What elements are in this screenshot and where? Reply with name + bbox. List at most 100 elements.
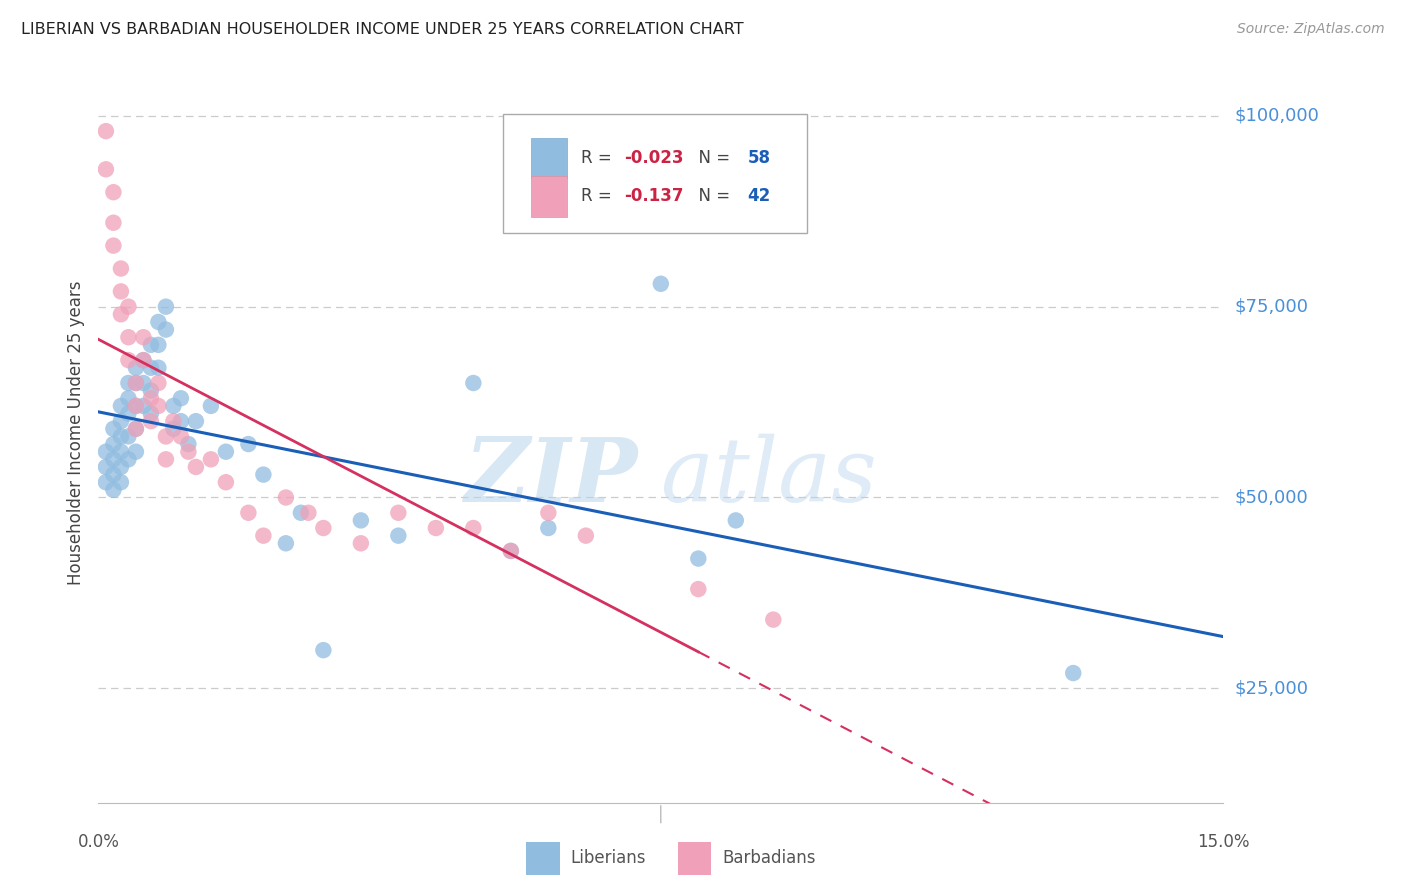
Point xyxy=(103,437,125,451)
Point xyxy=(537,506,560,520)
Point xyxy=(148,338,170,352)
Point xyxy=(297,506,319,520)
Point xyxy=(117,407,139,421)
Text: Barbadians: Barbadians xyxy=(723,849,817,867)
Point xyxy=(463,521,485,535)
Point xyxy=(125,399,148,413)
Point xyxy=(575,529,598,543)
Point xyxy=(215,475,238,490)
Point xyxy=(117,452,139,467)
Point xyxy=(103,216,125,230)
Point xyxy=(650,277,672,291)
Point xyxy=(387,506,409,520)
Point xyxy=(499,544,522,558)
Point xyxy=(139,391,162,405)
Point xyxy=(125,444,148,458)
Point xyxy=(125,376,148,390)
Point xyxy=(139,384,162,398)
Point xyxy=(132,399,155,413)
Point xyxy=(94,460,117,475)
Point xyxy=(110,460,132,475)
Point xyxy=(94,162,117,177)
Point xyxy=(117,353,139,368)
Point xyxy=(125,422,148,436)
Point xyxy=(350,513,373,527)
Point xyxy=(537,521,560,535)
Point xyxy=(184,414,207,428)
Point xyxy=(125,399,148,413)
FancyBboxPatch shape xyxy=(531,137,568,178)
Point xyxy=(132,330,155,344)
Point xyxy=(350,536,373,550)
Point xyxy=(312,643,335,657)
Point xyxy=(499,544,522,558)
FancyBboxPatch shape xyxy=(531,176,568,217)
Point xyxy=(170,391,193,405)
Point xyxy=(170,429,193,443)
FancyBboxPatch shape xyxy=(503,114,807,233)
Text: 58: 58 xyxy=(748,149,770,167)
Point xyxy=(125,422,148,436)
Point xyxy=(274,536,297,550)
Point xyxy=(155,322,177,336)
Point xyxy=(425,521,447,535)
Point xyxy=(162,399,184,413)
Point xyxy=(103,185,125,199)
Text: $25,000: $25,000 xyxy=(1234,680,1309,698)
FancyBboxPatch shape xyxy=(526,842,560,875)
Point xyxy=(177,444,200,458)
Point xyxy=(215,444,238,458)
Point xyxy=(177,437,200,451)
Point xyxy=(110,307,132,321)
Point xyxy=(103,238,125,252)
Point xyxy=(252,467,274,482)
Point xyxy=(274,491,297,505)
Point xyxy=(155,452,177,467)
Point xyxy=(110,399,132,413)
Text: $50,000: $50,000 xyxy=(1234,489,1308,507)
Point xyxy=(117,376,139,390)
Point xyxy=(110,475,132,490)
Point xyxy=(132,353,155,368)
Point xyxy=(103,467,125,482)
Point xyxy=(170,414,193,428)
Point xyxy=(184,460,207,475)
Point xyxy=(238,506,260,520)
Point xyxy=(252,529,274,543)
Point xyxy=(200,452,222,467)
Text: N =: N = xyxy=(688,149,735,167)
Point xyxy=(139,407,162,421)
Point xyxy=(117,330,139,344)
Point xyxy=(200,399,222,413)
Text: -0.023: -0.023 xyxy=(624,149,683,167)
Point xyxy=(724,513,747,527)
Point xyxy=(125,360,148,375)
Point xyxy=(110,414,132,428)
Point xyxy=(312,521,335,535)
Text: R =: R = xyxy=(581,149,617,167)
Point xyxy=(117,300,139,314)
Point xyxy=(110,444,132,458)
Text: R =: R = xyxy=(581,187,617,205)
Text: $75,000: $75,000 xyxy=(1234,298,1309,316)
Point xyxy=(103,422,125,436)
Text: atlas: atlas xyxy=(661,434,876,520)
Text: Liberians: Liberians xyxy=(571,849,647,867)
Text: 0.0%: 0.0% xyxy=(77,833,120,851)
Point xyxy=(148,360,170,375)
Y-axis label: Householder Income Under 25 years: Householder Income Under 25 years xyxy=(66,280,84,585)
Point xyxy=(94,475,117,490)
Point xyxy=(110,429,132,443)
Point xyxy=(238,437,260,451)
Text: Source: ZipAtlas.com: Source: ZipAtlas.com xyxy=(1237,22,1385,37)
Point xyxy=(139,414,162,428)
Point xyxy=(387,529,409,543)
Text: -0.137: -0.137 xyxy=(624,187,683,205)
Text: ZIP: ZIP xyxy=(465,434,638,520)
Text: LIBERIAN VS BARBADIAN HOUSEHOLDER INCOME UNDER 25 YEARS CORRELATION CHART: LIBERIAN VS BARBADIAN HOUSEHOLDER INCOME… xyxy=(21,22,744,37)
Point xyxy=(290,506,312,520)
Point xyxy=(139,360,162,375)
Point xyxy=(117,429,139,443)
Point xyxy=(762,613,785,627)
Point xyxy=(463,376,485,390)
